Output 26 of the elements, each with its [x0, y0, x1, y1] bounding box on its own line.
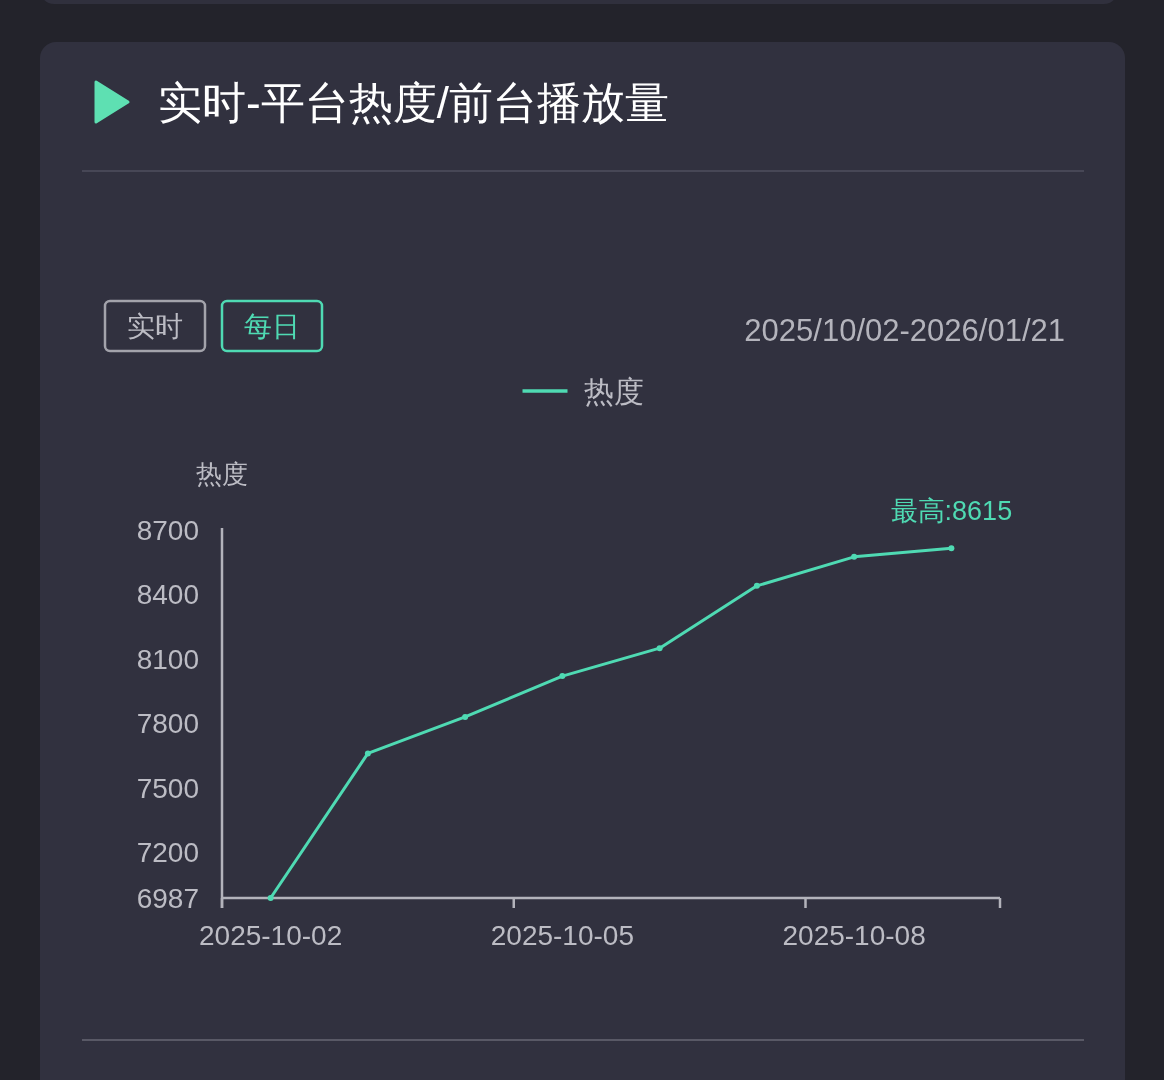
- x-tick-label: 2025-10-02: [199, 920, 343, 951]
- y-tick-label: 8700: [136, 515, 199, 546]
- point: [753, 582, 760, 589]
- x-tick-label: 2025-10-08: [782, 920, 926, 951]
- button: 实时: [103, 299, 207, 353]
- x-tick-label: 2025-10-05: [490, 920, 634, 951]
- title: 实时-平台热度/前台播放量: [158, 78, 669, 127]
- point: [851, 553, 858, 560]
- y-axis-title: 热度: [196, 459, 248, 489]
- point: [656, 645, 663, 652]
- y-tick-label: 8100: [136, 643, 199, 675]
- legend-label: 热度: [583, 375, 644, 408]
- y-tick-label: 8400: [136, 579, 199, 611]
- legend: 热度: [522, 375, 644, 408]
- text: 2025/10/02-2026/01/21: [744, 313, 1065, 348]
- point: [267, 895, 274, 901]
- point: [948, 545, 955, 552]
- y-tick-label: 7200: [136, 837, 199, 869]
- y-tick-label: 6987: [136, 883, 199, 914]
- button: 每日: [220, 299, 324, 353]
- point: [462, 713, 469, 720]
- point: [559, 673, 566, 680]
- y-tick-label: 7500: [136, 772, 199, 804]
- annotation: 最高:8615: [890, 496, 1013, 527]
- point: [364, 750, 371, 757]
- y-tick-label: 7800: [136, 708, 199, 740]
